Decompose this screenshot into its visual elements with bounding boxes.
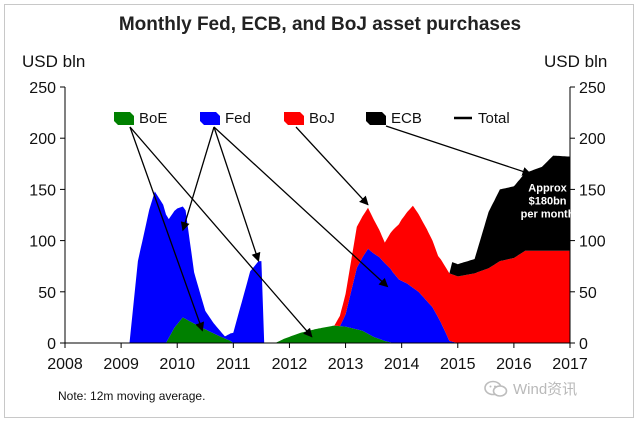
y-tick-label-right: 100 (579, 234, 606, 251)
wechat-icon (484, 380, 508, 397)
y-tick-label-left: 0 (47, 336, 56, 353)
y-tick-label-left: 150 (29, 182, 56, 199)
annotation-line-2: per month (521, 208, 575, 220)
x-tick-label: 2013 (328, 356, 364, 373)
legend-label-total: Total (478, 110, 510, 127)
y-tick-label-left: 250 (29, 80, 56, 97)
arrow-ecb-6 (385, 125, 532, 176)
x-tick-label: 2015 (440, 356, 476, 373)
legend-label-boe: BoE (139, 110, 167, 127)
legend-swatch-fed (200, 112, 220, 125)
arrow-boe-0 (129, 126, 205, 332)
left-axis-unit: USD bln (22, 52, 86, 71)
legend-swatch-ecb (366, 112, 386, 125)
annotation-line-1: $180bn (529, 195, 567, 207)
y-tick-label-right: 250 (579, 80, 606, 97)
arrow-fed-2 (180, 126, 215, 232)
legend-swatch-boe (114, 112, 134, 125)
y-tick-label-right: 200 (579, 131, 606, 148)
legend-swatch-boj (284, 112, 304, 125)
y-tick-label-right: 0 (579, 336, 588, 353)
arrow-boj-5 (295, 126, 369, 206)
right-axis-unit: USD bln (544, 52, 608, 71)
x-tick-label: 2014 (384, 356, 420, 373)
series-area-fed (65, 191, 570, 343)
legend-label-boj: BoJ (309, 110, 335, 127)
y-tick-label-left: 50 (38, 285, 56, 302)
x-tick-label: 2009 (103, 356, 139, 373)
x-tick-label: 2016 (496, 356, 532, 373)
y-tick-label-left: 100 (29, 234, 56, 251)
annotation-line-0: Approx (528, 182, 567, 194)
legend-label-fed: Fed (225, 110, 251, 127)
legend-label-ecb: ECB (391, 110, 422, 127)
x-tick-label: 2012 (272, 356, 308, 373)
y-tick-label-right: 150 (579, 182, 606, 199)
arrow-fed-4 (213, 126, 389, 288)
x-tick-label: 2008 (47, 356, 83, 373)
x-tick-label: 2017 (552, 356, 588, 373)
series-area-boe (65, 317, 570, 343)
y-tick-label-right: 50 (579, 285, 597, 302)
arrow-boe-1 (129, 126, 313, 338)
watermark: Wind资讯 (484, 378, 577, 399)
chart-note: Note: 12m moving average. (58, 389, 206, 403)
x-tick-label: 2011 (216, 356, 251, 373)
watermark-text: Wind资讯 (513, 381, 578, 398)
arrow-fed-3 (213, 126, 261, 262)
series-area-boj (65, 191, 570, 343)
x-tick-label: 2010 (159, 356, 195, 373)
y-tick-label-left: 200 (29, 131, 56, 148)
chart-title: Monthly Fed, ECB, and BoJ asset purchase… (118, 14, 522, 35)
